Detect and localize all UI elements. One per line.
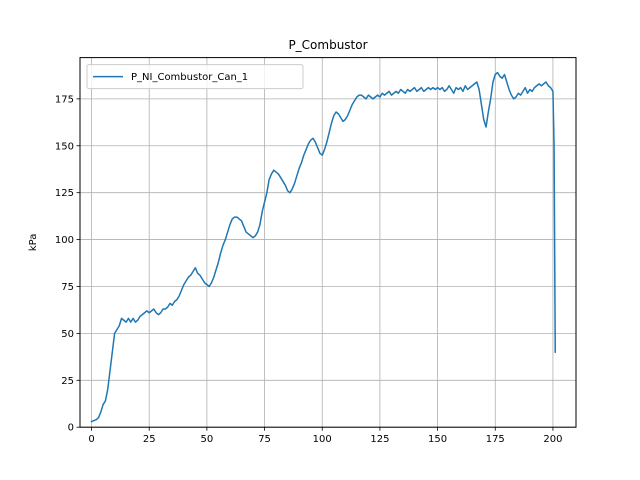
y-tick-label: 175 [55, 94, 74, 105]
x-tick-label: 175 [486, 434, 505, 445]
y-tick-label: 100 [55, 235, 74, 246]
x-tick-label: 75 [258, 434, 271, 445]
x-tick-label: 0 [88, 434, 94, 445]
y-tick-label: 75 [61, 282, 74, 293]
ticks: 0 25 50 75 100 125 150 175 200 0 25 50 75 100 125 150 17… [55, 94, 563, 445]
legend-label: P_NI_Combustor_Can_1 [131, 72, 248, 83]
series-line-0 [90, 71, 556, 423]
y-tick-label: 50 [61, 329, 74, 340]
x-tick-label: 200 [543, 434, 562, 445]
x-tick-label: 125 [370, 434, 389, 445]
y-tick-label: 25 [61, 376, 74, 387]
y-axis-label: kPa [28, 234, 39, 252]
series-layer [90, 71, 556, 423]
chart-title: P_Combustor [288, 38, 367, 52]
plot-frame [79, 57, 577, 428]
x-tick-label: 100 [313, 434, 332, 445]
legend-box [86, 64, 304, 90]
x-tick-label: 150 [428, 434, 447, 445]
y-tick-label: 150 [55, 141, 74, 152]
x-tick-label: 25 [143, 434, 156, 445]
x-tick-label: 50 [201, 434, 214, 445]
legend: P_NI_Combustor_Can_1 [86, 64, 304, 90]
y-tick-label: 125 [55, 188, 74, 199]
y-tick-label: 0 [68, 423, 74, 434]
